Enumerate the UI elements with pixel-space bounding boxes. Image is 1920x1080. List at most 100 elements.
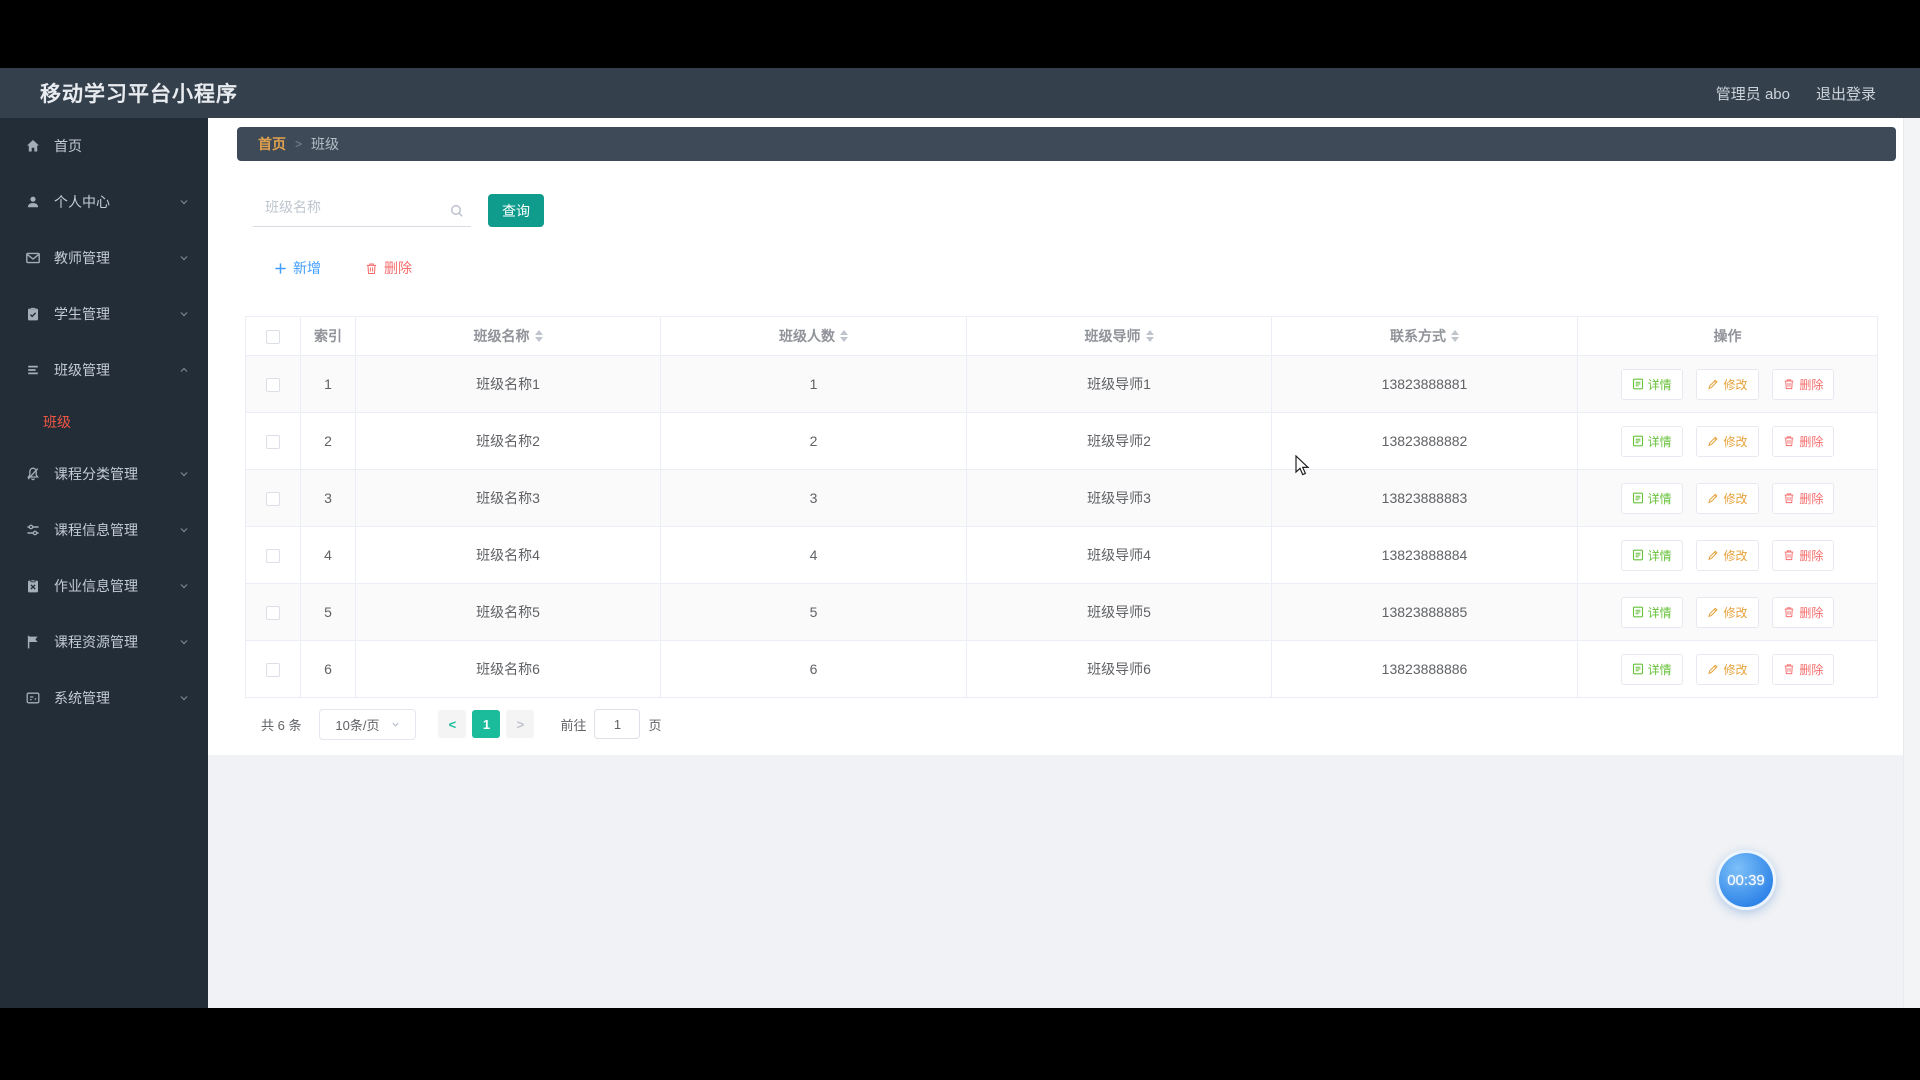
trash-icon — [366, 263, 377, 274]
chevron-down-icon — [180, 528, 188, 533]
delete-button[interactable]: 删除 — [1772, 482, 1835, 514]
detail-button[interactable]: 详情 — [1620, 482, 1683, 514]
table-row: 6 班级名称6 6 班级导师6 13823888886 详情 修改 删除 — [245, 640, 1878, 698]
sidebar-item-personal-center[interactable]: 个人中心 — [0, 174, 208, 230]
search-input[interactable] — [253, 194, 471, 227]
sidebar: 首页 个人中心 教师管理 学生管理 班级管理 班级 课程分类管理 — [0, 118, 208, 1008]
sidebar-item-course-category-mgmt[interactable]: 课程分类管理 — [0, 446, 208, 502]
content-bottom-fill — [208, 755, 1920, 1008]
detail-button[interactable]: 详情 — [1620, 653, 1683, 685]
bell-slash-icon — [27, 467, 39, 481]
edit-button[interactable]: 修改 — [1696, 425, 1759, 457]
scrollbar-track[interactable] — [1903, 118, 1920, 1008]
sidebar-item-system-mgmt[interactable]: 系统管理 — [0, 670, 208, 726]
edit-button[interactable]: 修改 — [1696, 596, 1759, 628]
detail-button[interactable]: 详情 — [1620, 596, 1683, 628]
current-user-label: 管理员 abo — [1715, 85, 1790, 103]
delete-button[interactable]: 删除 — [1772, 425, 1835, 457]
recording-timer-bubble[interactable]: 00:39 — [1716, 850, 1776, 910]
sidebar-item-home[interactable]: 首页 — [0, 118, 208, 174]
sidebar-item-course-resource-mgmt[interactable]: 课程资源管理 — [0, 614, 208, 670]
query-button[interactable]: 查询 — [488, 194, 544, 227]
sort-caret[interactable] — [534, 330, 543, 342]
detail-button[interactable]: 详情 — [1620, 539, 1683, 571]
row-checkbox[interactable] — [266, 435, 280, 450]
logout-link[interactable]: 退出登录 — [1815, 85, 1876, 103]
delete-button[interactable]: 删除 — [1772, 596, 1835, 628]
goto-label: 前往 — [560, 717, 587, 733]
breadcrumb-separator: > — [295, 137, 303, 151]
letterbox-bottom — [0, 1008, 1920, 1080]
row-checkbox[interactable] — [266, 663, 280, 678]
page-number-button[interactable]: 1 — [472, 710, 501, 738]
pencil-icon — [1708, 607, 1719, 618]
document-icon — [1632, 435, 1643, 447]
sidebar-item-homework-info-mgmt[interactable]: 作业信息管理 — [0, 558, 208, 614]
flag-icon — [27, 635, 38, 649]
page-size-select[interactable]: 10条/页 — [319, 708, 417, 740]
pagination: 共 6 条 10条/页 < 1 > 前往 页 — [261, 708, 1920, 740]
select-all-checkbox[interactable] — [266, 330, 280, 345]
delete-button[interactable]: 删除 — [1772, 368, 1835, 400]
chevron-down-icon — [391, 722, 399, 727]
plus-icon — [275, 262, 286, 274]
row-checkbox[interactable] — [266, 492, 280, 507]
table-row: 1 班级名称1 1 班级导师1 13823888881 详情 修改 删除 — [245, 355, 1878, 413]
form-icon — [26, 692, 40, 704]
sliders-icon — [27, 524, 39, 536]
pencil-icon — [1708, 436, 1719, 447]
batch-delete-button[interactable]: 删除 — [365, 258, 412, 278]
sort-caret[interactable] — [1451, 330, 1459, 342]
add-button[interactable]: 新增 — [274, 258, 321, 278]
main-layout: 首页 个人中心 教师管理 学生管理 班级管理 班级 课程分类管理 — [0, 118, 1920, 1008]
pencil-icon — [1708, 493, 1719, 504]
sidebar-item-teacher-mgmt[interactable]: 教师管理 — [0, 230, 208, 286]
trash-icon — [1785, 664, 1794, 675]
edit-button[interactable]: 修改 — [1696, 368, 1759, 400]
sidebar-item-class-mgmt[interactable]: 班级管理 — [0, 342, 208, 398]
app-title: 移动学习平台小程序 — [40, 83, 238, 106]
edit-button[interactable]: 修改 — [1696, 482, 1759, 514]
user-icon — [27, 196, 39, 208]
row-checkbox[interactable] — [266, 378, 280, 393]
search-row: 查询 — [253, 191, 1920, 227]
search-icon — [450, 204, 463, 217]
chevron-down-icon — [180, 200, 188, 205]
pencil-icon — [1708, 664, 1719, 675]
trash-icon — [1785, 550, 1794, 561]
breadcrumb-home-link[interactable]: 首页 — [258, 136, 286, 152]
delete-button[interactable]: 删除 — [1772, 539, 1835, 571]
header-right: 管理员 abo 退出登录 — [1716, 83, 1876, 104]
document-icon — [1632, 663, 1643, 675]
edit-button[interactable]: 修改 — [1696, 653, 1759, 685]
row-checkbox[interactable] — [266, 606, 280, 621]
mouse-cursor — [1295, 455, 1310, 476]
home-icon — [27, 140, 39, 152]
page-unit-label: 页 — [648, 717, 662, 733]
document-icon — [1632, 492, 1643, 504]
trash-icon — [1785, 379, 1794, 390]
detail-button[interactable]: 详情 — [1620, 368, 1683, 400]
row-checkbox[interactable] — [266, 549, 280, 564]
trash-icon — [1785, 607, 1794, 618]
chevron-down-icon — [180, 472, 188, 477]
breadcrumb: 首页 > 班级 — [237, 127, 1896, 161]
class-table: 索引 班级名称 班级人数 班级导师 联系方式 操作 1 班级名称1 1 班级导 — [245, 316, 1878, 698]
clipboard-check-icon — [28, 307, 38, 321]
delete-button[interactable]: 删除 — [1772, 653, 1835, 685]
sidebar-item-student-mgmt[interactable]: 学生管理 — [0, 286, 208, 342]
sidebar-subitem-class[interactable]: 班级 — [43, 414, 71, 430]
chevron-down-icon — [180, 640, 188, 645]
sidebar-item-course-info-mgmt[interactable]: 课程信息管理 — [0, 502, 208, 558]
next-page-button[interactable]: > — [506, 710, 535, 738]
prev-page-button[interactable]: < — [438, 710, 467, 738]
detail-button[interactable]: 详情 — [1620, 425, 1683, 457]
trash-icon — [1785, 493, 1794, 504]
edit-button[interactable]: 修改 — [1696, 539, 1759, 571]
sort-caret[interactable] — [1145, 330, 1154, 342]
chevron-down-icon — [180, 312, 188, 317]
goto-page-input[interactable] — [594, 709, 641, 739]
sort-caret[interactable] — [840, 330, 848, 342]
pencil-icon — [1708, 550, 1719, 561]
chevron-up-icon — [180, 367, 188, 372]
